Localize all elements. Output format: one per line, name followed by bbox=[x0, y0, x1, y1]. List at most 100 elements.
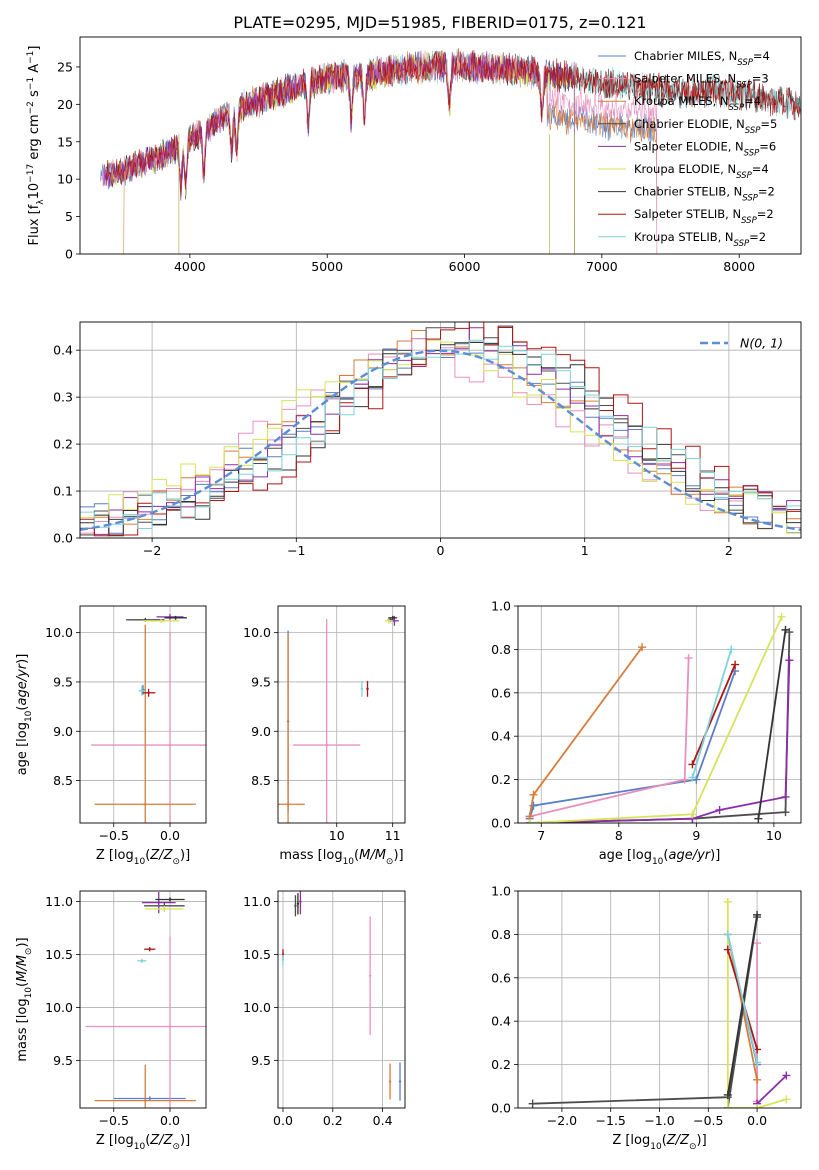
point-chabrier-elodie bbox=[294, 904, 297, 908]
legend-entry-subscript: SSP bbox=[736, 81, 752, 91]
legend-entry-n: =4 bbox=[744, 94, 761, 108]
y-tick-label: 9.5 bbox=[53, 674, 73, 689]
x-tick-label: 0.0 bbox=[160, 1113, 180, 1128]
label-part: 10 bbox=[27, 183, 42, 200]
series-marker-kroupa-miles bbox=[638, 643, 647, 652]
label-part: )] bbox=[15, 654, 30, 664]
grid bbox=[518, 890, 801, 1109]
series-marker-kroupa-stelib bbox=[688, 773, 697, 782]
label-part: ] bbox=[27, 46, 42, 51]
point-kroupa-miles bbox=[144, 803, 147, 806]
series-marker-salpeter-elodie bbox=[715, 805, 724, 814]
grid bbox=[80, 891, 206, 1108]
point-chabrier-miles bbox=[398, 1080, 402, 1083]
series-marker-kroupa-stelib bbox=[727, 645, 736, 654]
axes-frame bbox=[277, 890, 406, 1109]
y-tick-label: 11.0 bbox=[45, 894, 73, 909]
label-part: )] bbox=[180, 848, 190, 863]
x-tick-label: 0.4 bbox=[373, 1113, 393, 1128]
y-tick-label: 10.0 bbox=[45, 625, 73, 640]
y-tick-label: 11.0 bbox=[243, 894, 271, 909]
x-tick-label: 7 bbox=[537, 828, 545, 843]
x-tick-label: −1 bbox=[287, 543, 305, 558]
x-tick-label: −1.5 bbox=[596, 1113, 626, 1128]
y-tick-label: 0.8 bbox=[491, 927, 511, 942]
axes-frame bbox=[517, 890, 802, 1109]
series-line-salpeter-stelib bbox=[691, 664, 736, 765]
mass-vs-metallicity-panel: −0.5 0.09.510.010.511.0Z [log10(Z/Z⊙)]mas… bbox=[15, 890, 207, 1152]
legend-entry-chabrier-miles: Chabrier MILES, NSSP=4 bbox=[634, 49, 770, 68]
label-part: −1 bbox=[26, 77, 36, 90]
legend: Chabrier MILES, NSSP=4 Salpeter MILES, NS… bbox=[598, 49, 777, 249]
legend-entry-n: =2 bbox=[749, 230, 766, 244]
y-tick-label: 5 bbox=[65, 209, 73, 224]
label-part: A bbox=[27, 64, 42, 77]
series-marker-salpeter-stelib bbox=[688, 760, 697, 769]
grid bbox=[80, 606, 206, 823]
y-tick-label: 10.0 bbox=[243, 1000, 271, 1015]
series-marker-salpeter-elodie bbox=[781, 792, 790, 801]
y-tick-label: 0.4 bbox=[53, 343, 73, 358]
legend-entry-text: Chabrier ELODIE, N bbox=[634, 117, 745, 131]
y-tick-label: 10.5 bbox=[45, 947, 73, 962]
label-part: )] bbox=[15, 937, 30, 947]
label-part: Z [log bbox=[96, 1133, 134, 1148]
points bbox=[278, 615, 399, 823]
series-line-chabrier-stelib bbox=[726, 914, 758, 1096]
point-kroupa-stelib bbox=[360, 687, 364, 691]
label-part: λ bbox=[36, 199, 46, 205]
series bbox=[528, 897, 791, 1108]
point-kroupa-stelib bbox=[140, 959, 144, 963]
point-chabrier-stelib bbox=[296, 902, 300, 905]
point-chabrier-stelib bbox=[174, 616, 177, 620]
points bbox=[85, 892, 206, 1108]
figure-title: PLATE=0295, MJD=51985, FIBERID=0175, z=0… bbox=[233, 13, 646, 32]
y-tick-label: 0.3 bbox=[53, 390, 73, 405]
label-part: )] bbox=[180, 1133, 190, 1148]
gaussian-curve bbox=[80, 349, 801, 531]
y-tick-label: 10.5 bbox=[243, 947, 271, 962]
points bbox=[281, 891, 402, 1101]
label-part: 10 bbox=[134, 857, 146, 867]
y-axis-label: Flux [fλ10−17 erg cm−2 s−1 A−1] bbox=[26, 46, 46, 246]
label-part: age [log bbox=[599, 848, 652, 863]
legend-entry-salpeter-miles: Salpeter MILES, NSSP=3 bbox=[634, 72, 769, 91]
y-tick-label: 0.2 bbox=[491, 1057, 511, 1072]
x-tick-label: −0.5 bbox=[693, 1113, 723, 1128]
label-part: 10 bbox=[24, 987, 34, 999]
label-part: erg cm bbox=[27, 114, 42, 163]
legend-entry-text: Salpeter ELODIE, N bbox=[634, 139, 744, 153]
x-tick-label: 0.0 bbox=[160, 828, 180, 843]
x-axis-label: age [log10(age/yr)] bbox=[599, 848, 721, 867]
series bbox=[525, 612, 794, 823]
series-line-kroupa-stelib bbox=[726, 934, 758, 1063]
x-tick-label: 5000 bbox=[311, 259, 343, 274]
point-salpeter-elodie bbox=[299, 900, 302, 903]
legend-entry-kroupa-stelib: Kroupa STELIB, NSSP=2 bbox=[634, 230, 766, 249]
y-tick-label: 1.0 bbox=[491, 884, 511, 899]
label-part: −2 bbox=[26, 101, 36, 114]
y-axis-label: mass [log10(M/M⊙)] bbox=[15, 937, 34, 1061]
series-marker-kroupa-elodie bbox=[688, 810, 697, 819]
label-part: ⊙ bbox=[386, 857, 394, 867]
label-part: ( bbox=[662, 1133, 667, 1148]
label-part: mass [log bbox=[15, 998, 30, 1061]
series-line-kroupa-stelib bbox=[691, 649, 733, 778]
x-tick-label: 11 bbox=[385, 828, 401, 843]
label-part: 10 bbox=[650, 1142, 662, 1152]
y-tick-label: 15 bbox=[57, 134, 73, 149]
y-tick-label: 0.6 bbox=[491, 685, 511, 700]
y-tick-label: 0.2 bbox=[491, 772, 511, 787]
y-tick-label: 0.4 bbox=[491, 729, 511, 744]
label-part: )] bbox=[393, 848, 403, 863]
legend-entry-kroupa-elodie: Kroupa ELODIE, NSSP=4 bbox=[634, 162, 769, 181]
point-salpeter-miles bbox=[168, 1025, 172, 1028]
series-marker-salpeter-miles bbox=[680, 775, 689, 784]
label-part: 10 bbox=[652, 857, 664, 867]
series-marker-kroupa-elodie bbox=[723, 897, 732, 906]
legend-entry-text: Chabrier STELIB, N bbox=[634, 185, 742, 199]
histogram-kroupa-stelib bbox=[80, 339, 801, 538]
x-axis-label: Z [log10(Z/Z⊙)] bbox=[96, 848, 190, 867]
